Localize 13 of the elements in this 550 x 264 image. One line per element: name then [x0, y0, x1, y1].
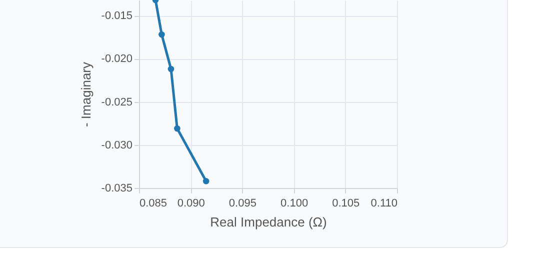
- y-tick-label: -0.015: [101, 10, 132, 22]
- y-tick-label: -0.030: [101, 139, 132, 152]
- y-tick-label: -0.020: [101, 53, 132, 66]
- x-tick-label: 0.095: [228, 198, 256, 210]
- y-axis-title: - Imaginary: [78, 61, 94, 128]
- y-tick-label: -0.035: [101, 182, 132, 194]
- x-tick-label: 0.085: [140, 198, 168, 210]
- x-tick-label: 0.090: [177, 198, 205, 210]
- y-tick-label: -0.025: [101, 96, 132, 108]
- x-tick-label: 0.100: [280, 198, 308, 210]
- x-axis-title: Real Impedance (Ω): [210, 214, 327, 230]
- x-tick-label: 0.105: [332, 198, 360, 210]
- x-tick-label: 0.110: [370, 198, 398, 210]
